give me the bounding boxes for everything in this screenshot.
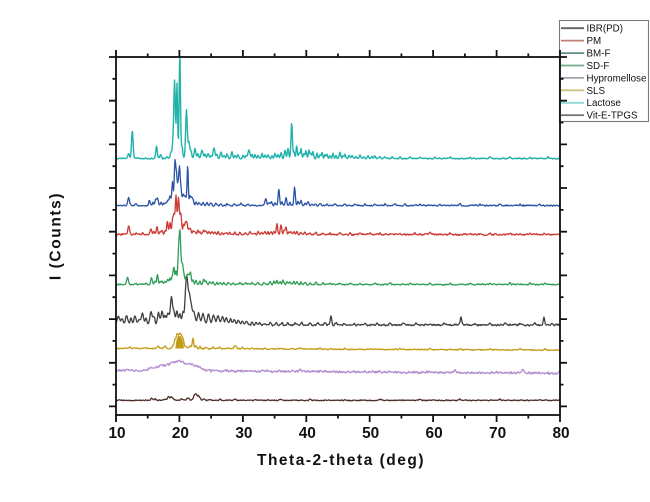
svg-text:Vit-E-TPGS: Vit-E-TPGS (587, 111, 638, 122)
svg-text:BM-F: BM-F (587, 49, 611, 60)
svg-text:60: 60 (426, 425, 443, 442)
svg-text:80: 80 (552, 425, 569, 442)
svg-text:SLS: SLS (587, 86, 606, 97)
svg-text:10: 10 (108, 425, 125, 442)
svg-text:30: 30 (235, 425, 252, 442)
svg-text:PM: PM (587, 36, 602, 47)
svg-text:Theta-2-theta (deg): Theta-2-theta (deg) (257, 452, 425, 469)
svg-text:20: 20 (172, 425, 189, 442)
svg-text:I (Counts): I (Counts) (48, 192, 65, 280)
svg-text:40: 40 (299, 425, 316, 442)
svg-text:IBR(PD): IBR(PD) (587, 24, 623, 35)
svg-text:50: 50 (362, 425, 379, 442)
svg-text:Lactose: Lactose (587, 98, 622, 109)
svg-text:Hypromellose: Hypromellose (587, 73, 647, 84)
svg-text:SD-F: SD-F (587, 61, 610, 72)
svg-text:70: 70 (489, 425, 506, 442)
